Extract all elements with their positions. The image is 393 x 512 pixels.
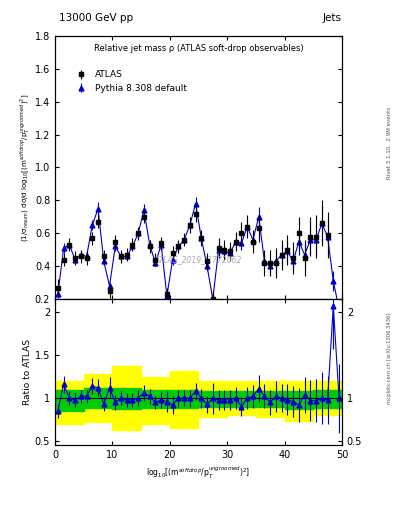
Legend: ATLAS, Pythia 8.308 default: ATLAS, Pythia 8.308 default — [71, 67, 191, 96]
Y-axis label: Ratio to ATLAS: Ratio to ATLAS — [23, 339, 32, 406]
Y-axis label: (1/σ$_{resum}$) dσ/d log$_{10}$[(m$^{soft drop}$/p$_T^{ungroomed}$)$^2$]: (1/σ$_{resum}$) dσ/d log$_{10}$[(m$^{sof… — [19, 93, 32, 242]
X-axis label: log$_{10}$[(m$^{soft drop}$/p$_T^{ungroomed}$)$^2$]: log$_{10}$[(m$^{soft drop}$/p$_T^{ungroo… — [146, 464, 251, 481]
Text: mcplots.cern.ch [arXiv:1306.3436]: mcplots.cern.ch [arXiv:1306.3436] — [387, 313, 392, 404]
Text: Jets: Jets — [323, 13, 342, 23]
Text: 13000 GeV pp: 13000 GeV pp — [59, 13, 133, 23]
Text: Rivet 3.1.10,  2.9M events: Rivet 3.1.10, 2.9M events — [387, 108, 392, 179]
Text: ATLAS_2019_I1772062: ATLAS_2019_I1772062 — [155, 255, 242, 264]
Text: Relative jet mass ρ (ATLAS soft-drop observables): Relative jet mass ρ (ATLAS soft-drop obs… — [94, 44, 303, 53]
